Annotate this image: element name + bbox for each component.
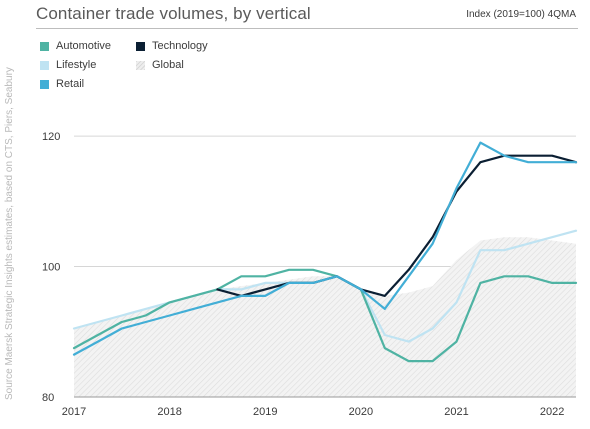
legend-label-automotive: Automotive bbox=[56, 40, 112, 52]
legend-item-automotive: Automotive bbox=[40, 40, 111, 52]
chart-unit-label: Index (2019=100) 4QMA bbox=[466, 9, 576, 20]
chart-title: Container trade volumes, by vertical bbox=[36, 4, 311, 23]
legend-item-lifestyle: Lifestyle bbox=[40, 59, 96, 71]
y-tick-label: 80 bbox=[42, 392, 54, 404]
axes: 80 100 120 2017 2018 2019 2020 2021 2022 bbox=[42, 131, 576, 418]
title-divider bbox=[36, 28, 578, 29]
chart-legend: Automotive Lifestyle Retail Technology G… bbox=[40, 40, 260, 100]
legend-label-lifestyle: Lifestyle bbox=[56, 59, 97, 71]
global-area-layer bbox=[74, 237, 576, 397]
series-line-automotive bbox=[72, 268, 578, 363]
x-tick-label: 2021 bbox=[444, 406, 468, 418]
legend-swatch-lifestyle bbox=[40, 60, 49, 70]
legend-swatch-automotive bbox=[40, 41, 49, 51]
x-tick-label: 2022 bbox=[540, 406, 564, 418]
series-line-technology bbox=[216, 154, 578, 297]
legend-label-technology: Technology bbox=[152, 40, 208, 52]
y-tick-label: 100 bbox=[42, 262, 60, 274]
legend-swatch-retail bbox=[40, 79, 49, 89]
x-tick-label: 2020 bbox=[349, 406, 373, 418]
legend-label-global: Global bbox=[152, 59, 184, 71]
y-tick-label: 120 bbox=[42, 131, 60, 143]
x-tick-label: 2019 bbox=[253, 406, 277, 418]
legend-swatch-global bbox=[136, 60, 145, 70]
legend-item-retail: Retail bbox=[40, 78, 84, 90]
series-area-global bbox=[74, 237, 576, 397]
legend-swatch-technology bbox=[136, 41, 145, 51]
legend-item-technology: Technology bbox=[136, 40, 208, 52]
series-line-retail bbox=[72, 141, 578, 356]
x-tick-label: 2018 bbox=[157, 406, 181, 418]
legend-label-retail: Retail bbox=[56, 78, 85, 90]
legend-item-global: Global bbox=[136, 59, 184, 71]
series-lines-layer bbox=[72, 141, 578, 363]
x-tick-label: 2017 bbox=[62, 406, 86, 418]
